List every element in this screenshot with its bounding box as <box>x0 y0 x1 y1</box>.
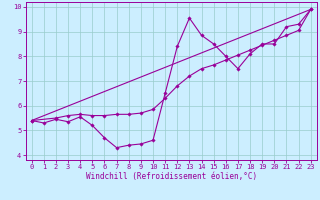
X-axis label: Windchill (Refroidissement éolien,°C): Windchill (Refroidissement éolien,°C) <box>86 172 257 181</box>
